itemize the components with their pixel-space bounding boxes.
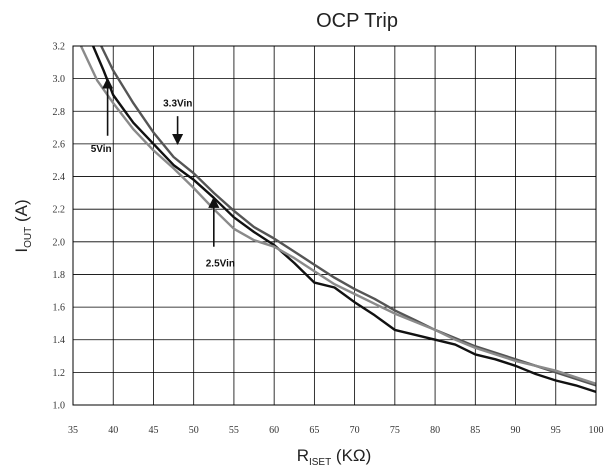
annotation-label: 3.3Vin [163,98,192,109]
x-tick-label: 60 [269,425,279,436]
annotations: 3.3Vin 5Vin 2.5Vin [91,77,235,269]
x-axis-label-sub: ISET [309,457,331,468]
y-tick-label: 1.6 [53,303,66,314]
y-tick-label: 2.2 [53,205,66,216]
x-axis-label: RISET (KΩ) [297,446,372,468]
x-tick-label: 40 [108,425,118,436]
x-tick-label: 70 [350,425,360,436]
y-tick-label: 2.4 [53,172,66,183]
y-tick-label: 1.2 [53,368,66,379]
series-line-3-3vin [100,46,596,387]
series-line-5vin [91,46,596,394]
x-axis-label-main: R [297,446,309,465]
y-tick-label: 1.4 [53,335,66,346]
y-axis-label-main: I [12,248,31,253]
x-tick-label: 80 [430,425,440,436]
y-tick-label: 2.8 [53,107,66,118]
x-tick-label: 55 [229,425,239,436]
x-axis-label-unit: (KΩ) [331,446,371,465]
series-line-2-5vin [79,46,596,385]
y-tick-label: 3.2 [53,42,66,53]
x-tick-label: 35 [68,425,78,436]
x-tick-label: 95 [551,425,561,436]
y-axis-label: IOUT (A) [12,199,34,252]
x-tick-label: 85 [470,425,480,436]
grid [72,45,597,406]
annotation-label: 5Vin [91,144,112,155]
x-tick-label: 75 [390,425,400,436]
y-tick-label: 2.0 [53,237,66,248]
y-axis-label-sub: OUT [23,227,34,248]
y-tick-label: 1.0 [53,401,66,412]
chart-title: OCP Trip [316,10,398,32]
y-tick-label: 3.0 [53,74,66,85]
x-tick-label: 65 [309,425,319,436]
plot-frame [72,45,597,406]
y-axis-label-unit: (A) [12,199,31,226]
x-tick-label: 90 [511,425,521,436]
x-tick-label: 100 [589,425,604,436]
y-tick-label: 1.8 [53,270,66,281]
series-lines [79,46,596,394]
x-tick-label: 45 [148,425,158,436]
tick-labels: 35 40 45 50 55 60 65 70 75 80 85 90 95 100 1.0 1.2 1.4 1.… [53,42,604,437]
x-tick-label: 50 [189,425,199,436]
y-tick-label: 2.6 [53,139,66,150]
annotation-label: 2.5Vin [206,258,235,269]
